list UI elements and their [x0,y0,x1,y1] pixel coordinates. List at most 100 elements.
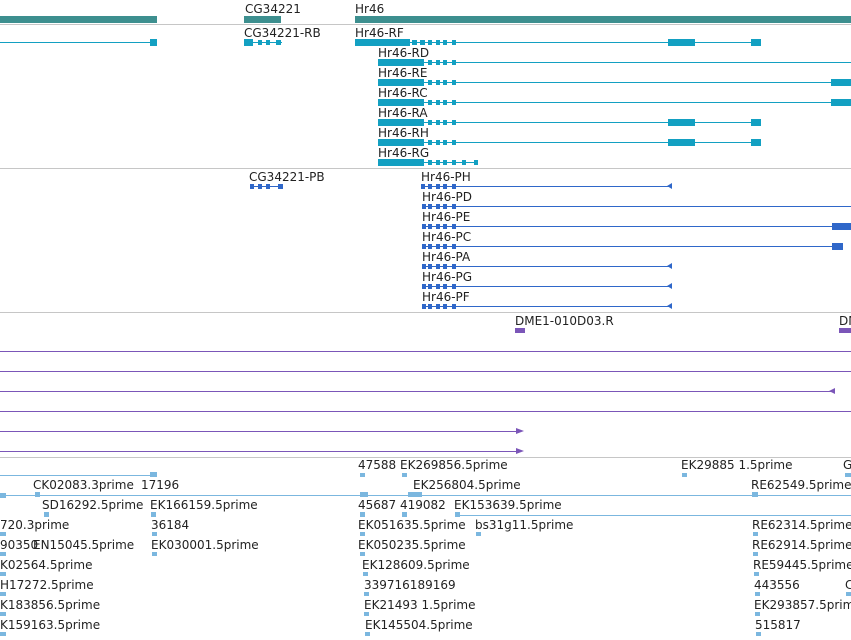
est-label[interactable]: EK050235.5prime [358,538,466,552]
transcript-label[interactable]: Hr46-RD [378,46,430,60]
transcript-exon[interactable] [452,80,456,85]
transcript-exon[interactable] [258,40,262,45]
est-marker[interactable] [363,572,368,576]
transcript-intron[interactable] [378,122,760,123]
transcript-exon[interactable] [378,99,424,106]
protein-intron[interactable] [422,246,842,247]
transcript-exon[interactable] [452,160,456,165]
protein-end-marker[interactable] [667,283,672,289]
clone-line[interactable] [0,371,851,372]
protein-exon[interactable] [422,304,426,309]
protein-exon[interactable] [436,304,440,309]
protein-exon[interactable] [443,244,447,249]
gene-label[interactable]: CG34221 [245,2,301,16]
est-label[interactable]: EK030001.5prime [151,538,259,552]
protein-exon[interactable] [443,204,447,209]
est-label[interactable]: bs31g11.5prime [475,518,574,532]
transcript-exon[interactable] [751,39,761,46]
transcript-exon[interactable] [378,159,424,166]
protein-exon[interactable] [428,304,432,309]
transcript-exon[interactable] [831,79,851,86]
transcript-intron[interactable] [0,42,152,43]
protein-label[interactable]: Hr46-PC [422,230,472,244]
clone-line[interactable] [0,391,835,392]
transcript-exon[interactable] [428,100,432,105]
protein-label[interactable]: CG34221-PB [249,170,325,184]
est-marker[interactable] [360,473,365,477]
transcript-exon[interactable] [378,139,424,146]
est-marker[interactable] [151,512,156,517]
est-label[interactable]: RE62314.5prime [752,518,851,532]
est-marker[interactable] [402,473,407,477]
est-line[interactable] [0,475,155,476]
est-label[interactable]: EK145504.5prime [365,618,473,632]
protein-exon[interactable] [452,184,456,189]
protein-exon[interactable] [452,204,456,209]
transcript-exon[interactable] [452,100,456,105]
est-marker[interactable] [408,492,422,497]
transcript-exon[interactable] [831,99,851,106]
transcript-label[interactable]: Hr46-RG [378,146,430,160]
transcript-exon[interactable] [420,40,425,45]
est-marker[interactable] [0,592,6,596]
protein-exon[interactable] [422,284,426,289]
est-marker[interactable] [152,532,157,536]
transcript-exon[interactable] [436,80,440,85]
transcript-exon[interactable] [443,160,447,165]
est-label[interactable]: RE62914.5prime [752,538,851,552]
transcript-exon[interactable] [668,119,695,126]
protein-end-marker[interactable] [667,303,672,309]
protein-exon[interactable] [452,264,456,269]
est-label[interactable]: 36184 [151,518,190,532]
transcript-exon[interactable] [452,140,456,145]
protein-exon[interactable] [443,264,447,269]
est-marker[interactable] [35,492,40,497]
transcript-exon[interactable] [668,139,695,146]
clone-marker[interactable] [515,328,525,333]
est-label[interactable]: EK128609.5prime [362,558,470,572]
transcript-intron[interactable] [378,102,851,103]
protein-label[interactable]: Hr46-PH [421,170,471,184]
protein-label[interactable]: Hr46-PD [422,190,473,204]
est-marker[interactable] [755,612,760,616]
transcript-exon[interactable] [436,140,440,145]
transcript-label[interactable]: Hr46-RH [378,126,429,140]
transcript-exon[interactable] [428,160,432,165]
est-label[interactable]: H17272.5prime [0,578,94,592]
protein-exon[interactable] [443,184,447,189]
est-label[interactable]: EK051635.5prime [358,518,466,532]
protein-end-marker[interactable] [667,263,672,269]
protein-exon[interactable] [443,304,447,309]
protein-label[interactable]: Hr46-PE [422,210,471,224]
protein-exon[interactable] [452,244,456,249]
protein-exon[interactable] [428,224,432,229]
protein-exon[interactable] [428,284,432,289]
transcript-exon[interactable] [378,79,424,86]
est-label[interactable]: 419082 [400,498,446,512]
est-line[interactable] [0,495,851,496]
protein-exon[interactable] [428,184,432,189]
transcript-intron[interactable] [378,62,851,63]
clone-label[interactable]: DM [839,314,851,328]
protein-exon[interactable] [436,184,440,189]
est-label[interactable]: K183856.5prime [0,598,101,612]
est-label[interactable]: 443556 [754,578,800,592]
transcript-exon[interactable] [443,100,447,105]
est-marker[interactable] [753,532,758,536]
transcript-exon[interactable] [443,40,447,45]
clone-line[interactable] [0,451,520,452]
transcript-exon[interactable] [751,119,761,126]
protein-exon[interactable] [452,224,456,229]
clone-end-marker[interactable] [516,448,524,454]
transcript-exon[interactable] [428,140,432,145]
protein-exon[interactable] [266,184,270,189]
est-label[interactable]: 515817 [755,618,801,632]
est-marker[interactable] [360,512,365,517]
est-label[interactable]: RE59445.5prime [753,558,851,572]
est-label[interactable]: 47588 [358,458,397,472]
transcript-exon[interactable] [443,80,447,85]
transcript-intron[interactable] [378,82,851,83]
transcript-exon[interactable] [266,40,270,45]
transcript-exon[interactable] [428,80,432,85]
est-marker[interactable] [754,572,759,576]
